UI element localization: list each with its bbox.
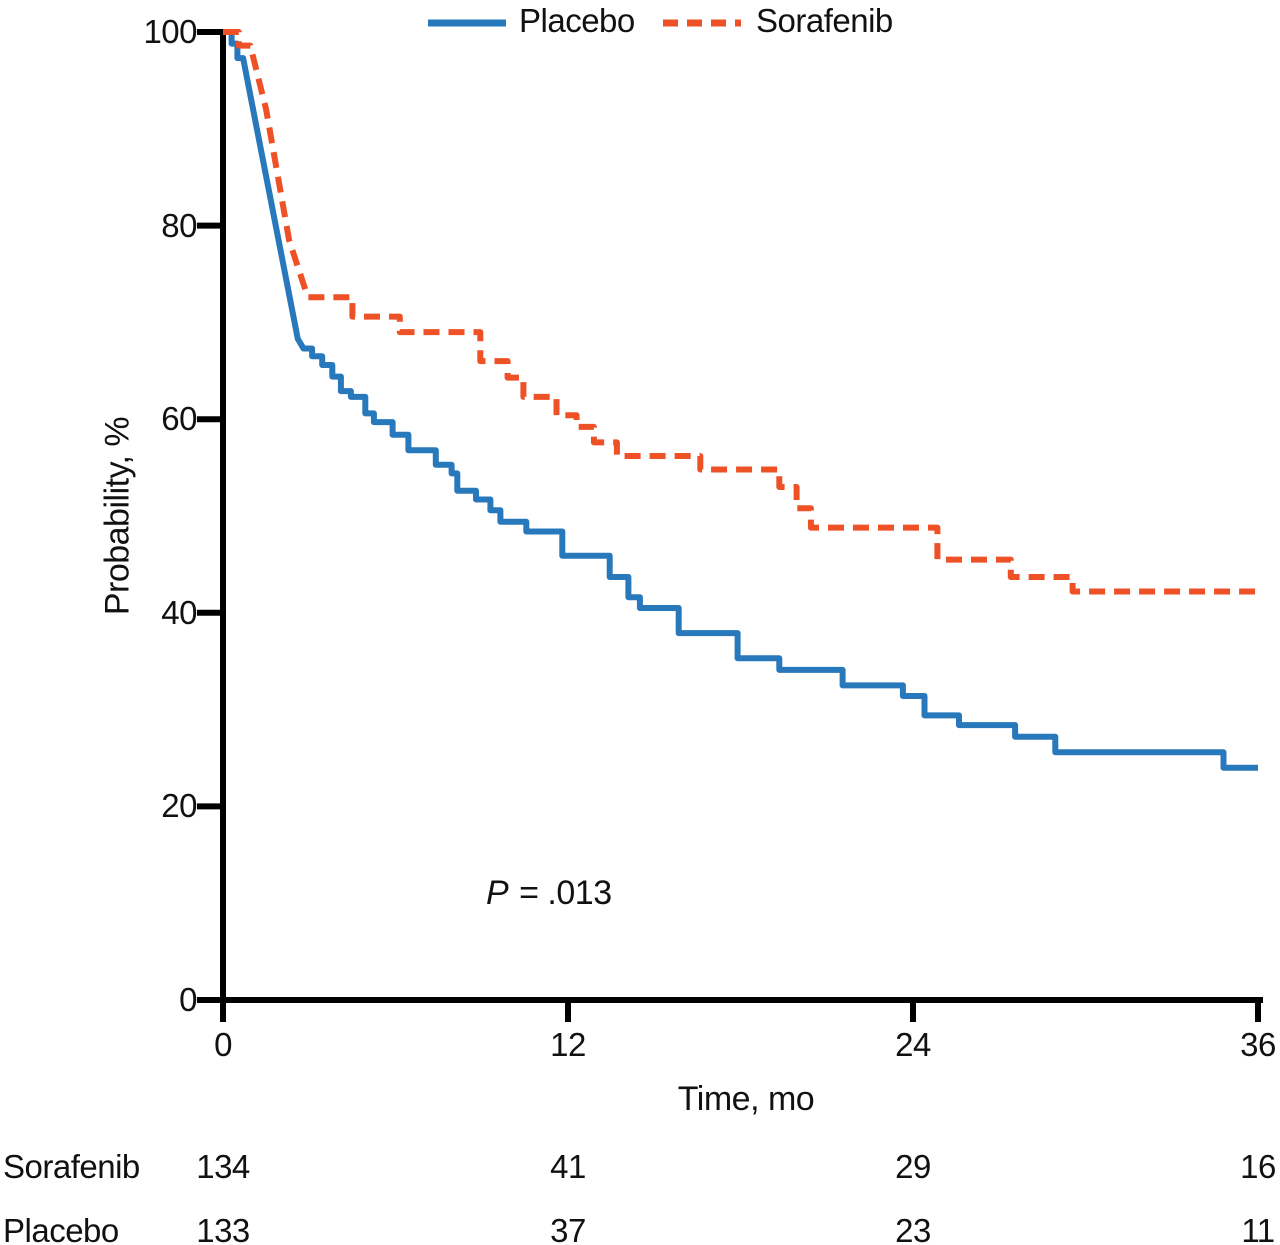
at-risk-row-label: Placebo [3,1212,119,1245]
at-risk-count: 16 [1240,1148,1276,1185]
y-tick-label: 80 [161,206,197,244]
y-tick-label: 60 [161,400,197,438]
at-risk-row-label: Sorafenib [3,1148,140,1185]
y-tick-label: 40 [161,593,197,631]
x-axis-title: Time, mo [677,1080,815,1118]
x-tick-label: 36 [1240,1026,1276,1063]
legend-label-placebo: Placebo [519,2,635,39]
at-risk-row-sorafenib: Sorafenib 134 41 29 16 [0,1147,1280,1189]
legend-placebo-line-key [428,19,506,27]
p-value-annotation: P = .013 [486,874,612,913]
at-risk-count: 11 [1241,1212,1275,1245]
y-tick-label: 0 [179,981,197,1018]
x-tick-label: 12 [550,1026,586,1063]
at-risk-row-placebo: Placebo 133 37 23 11 [0,1211,1280,1245]
at-risk-count: 23 [895,1212,931,1245]
p-value-text: = .013 [510,874,612,912]
y-tick-label: 20 [161,787,197,825]
at-risk-count: 41 [550,1148,586,1185]
at-risk-count: 134 [196,1148,250,1185]
at-risk-count: 37 [550,1212,586,1245]
y-tick-label: 100 [143,13,197,50]
at-risk-count: 29 [895,1148,931,1185]
legend-sorafenib-line-key [663,19,741,27]
p-value-symbol: P [486,874,509,912]
y-axis-title: Probability, % [98,416,137,616]
at-risk-count: 133 [196,1212,250,1245]
legend-label-sorafenib: Sorafenib [756,2,893,39]
x-tick-label: 0 [214,1026,232,1063]
x-tick-label: 24 [895,1026,931,1063]
